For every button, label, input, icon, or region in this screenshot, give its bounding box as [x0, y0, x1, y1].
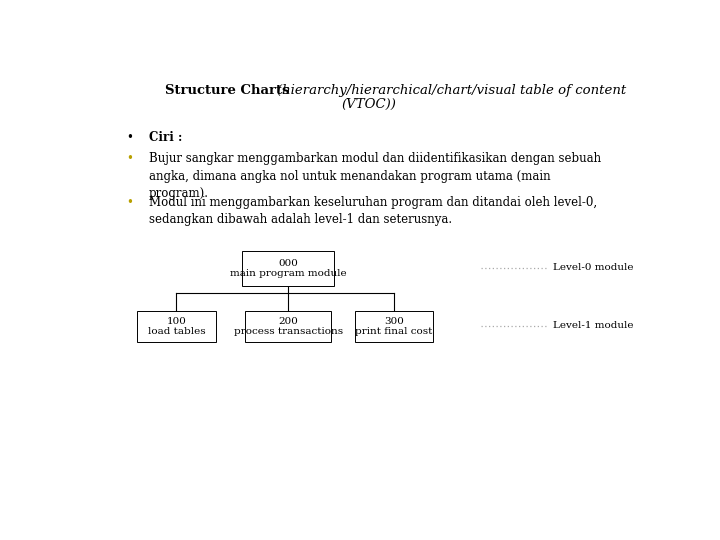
Text: (VTOC)): (VTOC)): [341, 98, 397, 111]
Text: Bujur sangkar menggambarkan modul dan diidentifikasikan dengan sebuah
angka, dim: Bujur sangkar menggambarkan modul dan di…: [148, 152, 600, 200]
Text: (hierarchy/hierarchical/chart/visual table of content: (hierarchy/hierarchical/chart/visual tab…: [277, 84, 626, 97]
FancyBboxPatch shape: [355, 311, 433, 342]
Text: 300
print final cost: 300 print final cost: [356, 317, 433, 336]
Text: Level-0 module: Level-0 module: [553, 263, 634, 272]
Text: 100
load tables: 100 load tables: [148, 317, 205, 336]
Text: •: •: [126, 196, 133, 209]
Text: Structure Charts: Structure Charts: [166, 84, 294, 97]
Text: Level-1 module: Level-1 module: [553, 321, 634, 330]
Text: Modul ini menggambarkan keseluruhan program dan ditandai oleh level-0,
sedangkan: Modul ini menggambarkan keseluruhan prog…: [148, 196, 597, 226]
Text: 200
process transactions: 200 process transactions: [233, 317, 343, 336]
Text: 000
main program module: 000 main program module: [230, 259, 346, 278]
Text: •: •: [126, 131, 133, 144]
Text: •: •: [126, 152, 133, 165]
FancyBboxPatch shape: [242, 251, 334, 286]
FancyBboxPatch shape: [245, 311, 331, 342]
Text: Ciri :: Ciri :: [148, 131, 182, 144]
FancyBboxPatch shape: [138, 311, 215, 342]
